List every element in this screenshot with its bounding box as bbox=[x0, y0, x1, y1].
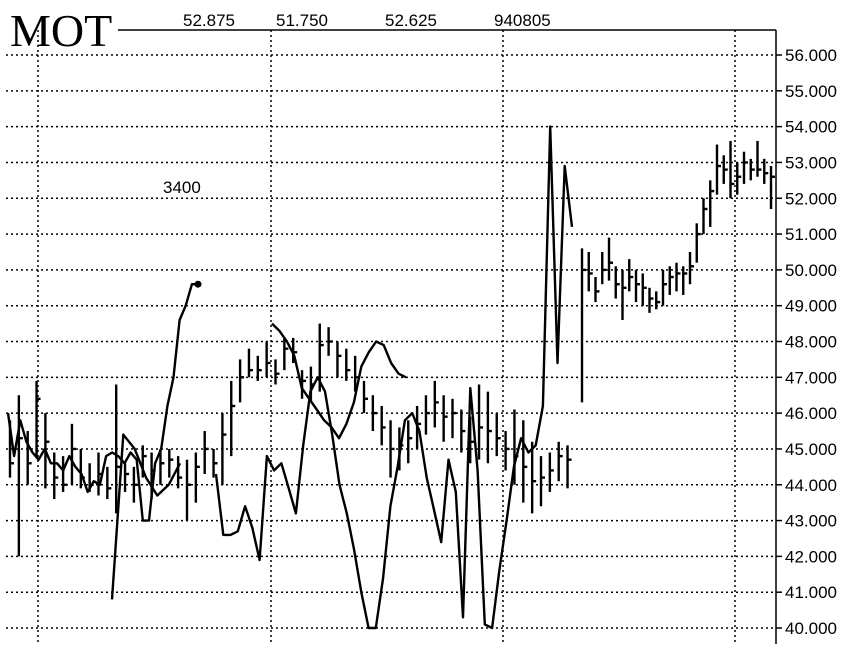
y-tick-label: 41.000 bbox=[785, 583, 837, 602]
y-tick-label: 52.000 bbox=[785, 189, 837, 208]
annotation-label: 3400 bbox=[163, 178, 201, 197]
y-tick-label: 48.000 bbox=[785, 333, 837, 352]
series-line bbox=[271, 322, 407, 440]
grid-layer bbox=[6, 29, 777, 644]
y-tick-label: 49.000 bbox=[785, 297, 837, 316]
series-end-marker bbox=[194, 280, 202, 288]
y-tick-label: 46.000 bbox=[785, 404, 837, 423]
y-tick-label: 54.000 bbox=[785, 118, 837, 137]
y-tick-label: 50.000 bbox=[785, 261, 837, 280]
series-line bbox=[214, 125, 574, 630]
y-tick-label: 53.000 bbox=[785, 153, 837, 172]
y-tick-label: 56.000 bbox=[785, 46, 837, 65]
y-tick-label: 51.000 bbox=[785, 225, 837, 244]
price-axis: 40.000 41.000 42.000 43.000 44.000 45.000 46.0… bbox=[776, 46, 837, 638]
ticker-symbol: MOT bbox=[10, 5, 112, 56]
y-tick-label: 55.000 bbox=[785, 82, 837, 101]
y-tick-label: 45.000 bbox=[785, 440, 837, 459]
series-lines bbox=[6, 125, 574, 630]
series-line bbox=[6, 283, 198, 522]
y-tick-label: 40.000 bbox=[785, 619, 837, 638]
series-line bbox=[110, 433, 182, 600]
header-value: 52.625 bbox=[385, 11, 437, 30]
header-values: 52.875 51.750 52.625 940805 bbox=[183, 11, 551, 30]
price-bars bbox=[8, 140, 775, 557]
header-value: 940805 bbox=[494, 11, 551, 30]
y-tick-label: 47.000 bbox=[785, 368, 837, 387]
header-value: 52.875 bbox=[183, 11, 235, 30]
header-value: 51.750 bbox=[276, 11, 328, 30]
y-tick-label: 42.000 bbox=[785, 547, 837, 566]
y-tick-label: 43.000 bbox=[785, 512, 837, 531]
y-tick-label: 44.000 bbox=[785, 476, 837, 495]
